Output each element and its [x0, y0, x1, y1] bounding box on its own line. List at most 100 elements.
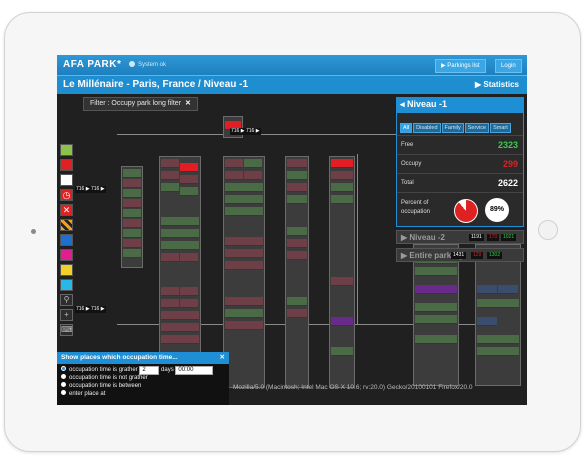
keyboard-icon[interactable]: ⌨	[60, 324, 73, 336]
parking-slot[interactable]	[415, 315, 457, 324]
parking-slot[interactable]	[331, 347, 353, 356]
parking-slot[interactable]	[498, 285, 518, 294]
close-icon[interactable]: ✕	[185, 100, 191, 107]
parking-slot[interactable]	[123, 229, 141, 238]
parking-slot[interactable]	[287, 251, 307, 260]
yellow-swatch[interactable]	[60, 264, 73, 276]
parking-slot[interactable]	[161, 311, 199, 320]
hatch-icon[interactable]	[60, 219, 73, 231]
parking-slot[interactable]	[331, 317, 353, 326]
parking-slot[interactable]	[123, 179, 141, 188]
parking-slot[interactable]	[477, 285, 497, 294]
parking-slot[interactable]	[415, 267, 457, 276]
radio-button[interactable]	[61, 382, 66, 387]
parking-slot[interactable]	[123, 209, 141, 218]
parking-slot[interactable]	[331, 171, 353, 180]
parking-slot[interactable]	[225, 195, 263, 204]
parking-slot[interactable]	[225, 261, 263, 270]
parking-slot[interactable]	[415, 303, 457, 312]
parking-slot[interactable]	[225, 297, 263, 306]
parking-slot[interactable]	[287, 227, 307, 236]
radio-button[interactable]	[61, 390, 66, 395]
option-enter-place[interactable]: enter place at	[61, 390, 225, 398]
parking-slot[interactable]	[161, 241, 199, 250]
parking-slot[interactable]	[123, 169, 141, 178]
cyan-swatch[interactable]	[60, 279, 73, 291]
parking-slot[interactable]	[123, 249, 141, 258]
parking-slot[interactable]	[161, 159, 179, 168]
parking-slot[interactable]	[123, 189, 141, 198]
parking-slot[interactable]	[477, 335, 519, 344]
parking-slot[interactable]	[225, 159, 243, 168]
tab-family[interactable]: Family	[441, 123, 464, 133]
parking-slot[interactable]	[161, 335, 199, 344]
parking-slot[interactable]	[225, 309, 263, 318]
parking-slot[interactable]	[244, 159, 262, 168]
parking-slot[interactable]	[287, 297, 307, 306]
parking-slot[interactable]	[225, 321, 263, 330]
parking-slot[interactable]	[161, 171, 179, 180]
level-row-niveau-2[interactable]: ▶ Niveau -2 1191 170 1021	[396, 230, 524, 244]
parking-slot[interactable]	[331, 195, 353, 204]
white-swatch[interactable]	[60, 174, 73, 186]
parking-slot[interactable]	[161, 299, 179, 308]
time-input[interactable]: 00:00	[175, 366, 214, 375]
option-grather[interactable]: occupation time is grather 2 days 00:00	[61, 366, 225, 375]
blue-swatch[interactable]	[60, 234, 73, 246]
parking-slot[interactable]	[180, 175, 198, 184]
parking-slot[interactable]	[161, 217, 199, 226]
parking-slot[interactable]	[180, 187, 198, 196]
parking-slot[interactable]	[287, 159, 307, 168]
close-icon[interactable]: ✕	[219, 354, 225, 361]
parking-slot[interactable]	[244, 171, 262, 180]
home-button[interactable]	[538, 220, 558, 240]
parking-slot[interactable]	[287, 239, 307, 248]
magenta-swatch[interactable]	[60, 249, 73, 261]
radio-button[interactable]	[61, 366, 66, 371]
parking-slot[interactable]	[180, 299, 198, 308]
green-swatch[interactable]	[60, 144, 73, 156]
parking-slot[interactable]	[225, 249, 263, 258]
filter-chip[interactable]: Filter : Occupy park long filter ✕	[83, 97, 198, 111]
parking-slot[interactable]	[161, 323, 199, 332]
tab-all[interactable]: All	[400, 123, 413, 133]
parking-slot[interactable]	[225, 171, 243, 180]
red-swatch[interactable]	[60, 159, 73, 171]
parking-slot[interactable]	[477, 299, 519, 308]
parking-slot[interactable]	[180, 253, 198, 262]
tab-service[interactable]: Service	[464, 123, 490, 133]
parking-slot[interactable]	[161, 183, 179, 192]
parking-slot[interactable]	[225, 183, 263, 192]
parking-slot[interactable]	[123, 239, 141, 248]
parking-slot[interactable]	[331, 183, 353, 192]
tab-disabled[interactable]: Disabled	[413, 123, 441, 133]
parking-slot[interactable]	[331, 277, 353, 286]
parking-slot[interactable]	[225, 237, 263, 246]
parking-slot[interactable]	[287, 171, 307, 180]
parking-slot[interactable]	[287, 183, 307, 192]
option-between[interactable]: occupation time is between	[61, 382, 225, 390]
parking-slot[interactable]	[180, 287, 198, 296]
parking-slot[interactable]	[161, 229, 199, 238]
parking-slot[interactable]	[123, 199, 141, 208]
parkings-list-button[interactable]: ▶ Parkings list	[435, 59, 486, 73]
parking-slot[interactable]	[415, 285, 457, 294]
parking-slot[interactable]	[287, 309, 307, 318]
parking-slot[interactable]	[225, 207, 263, 216]
parking-slot[interactable]	[331, 159, 353, 168]
parking-slot[interactable]	[415, 335, 457, 344]
parking-slot[interactable]	[123, 219, 141, 228]
parking-slot[interactable]	[161, 287, 179, 296]
plus-icon[interactable]: +	[60, 309, 73, 321]
tab-smart[interactable]: Smart	[490, 123, 511, 133]
stats-panel-title[interactable]: ◂ Niveau -1	[396, 97, 524, 112]
close-icon[interactable]: ✕	[60, 204, 73, 216]
zoom-icon[interactable]: ⚲	[60, 294, 73, 306]
statistics-button[interactable]: ▶ Statistics	[475, 80, 519, 89]
parking-slot[interactable]	[287, 195, 307, 204]
level-row-entire-parking[interactable]: ▶ Entire parking 1431 129 1302	[396, 248, 524, 262]
parking-slot[interactable]	[477, 317, 497, 326]
clock-icon[interactable]: ◷	[60, 189, 73, 201]
option-not-grather[interactable]: occupation time is not grather	[61, 374, 225, 382]
parking-slot[interactable]	[477, 347, 519, 356]
